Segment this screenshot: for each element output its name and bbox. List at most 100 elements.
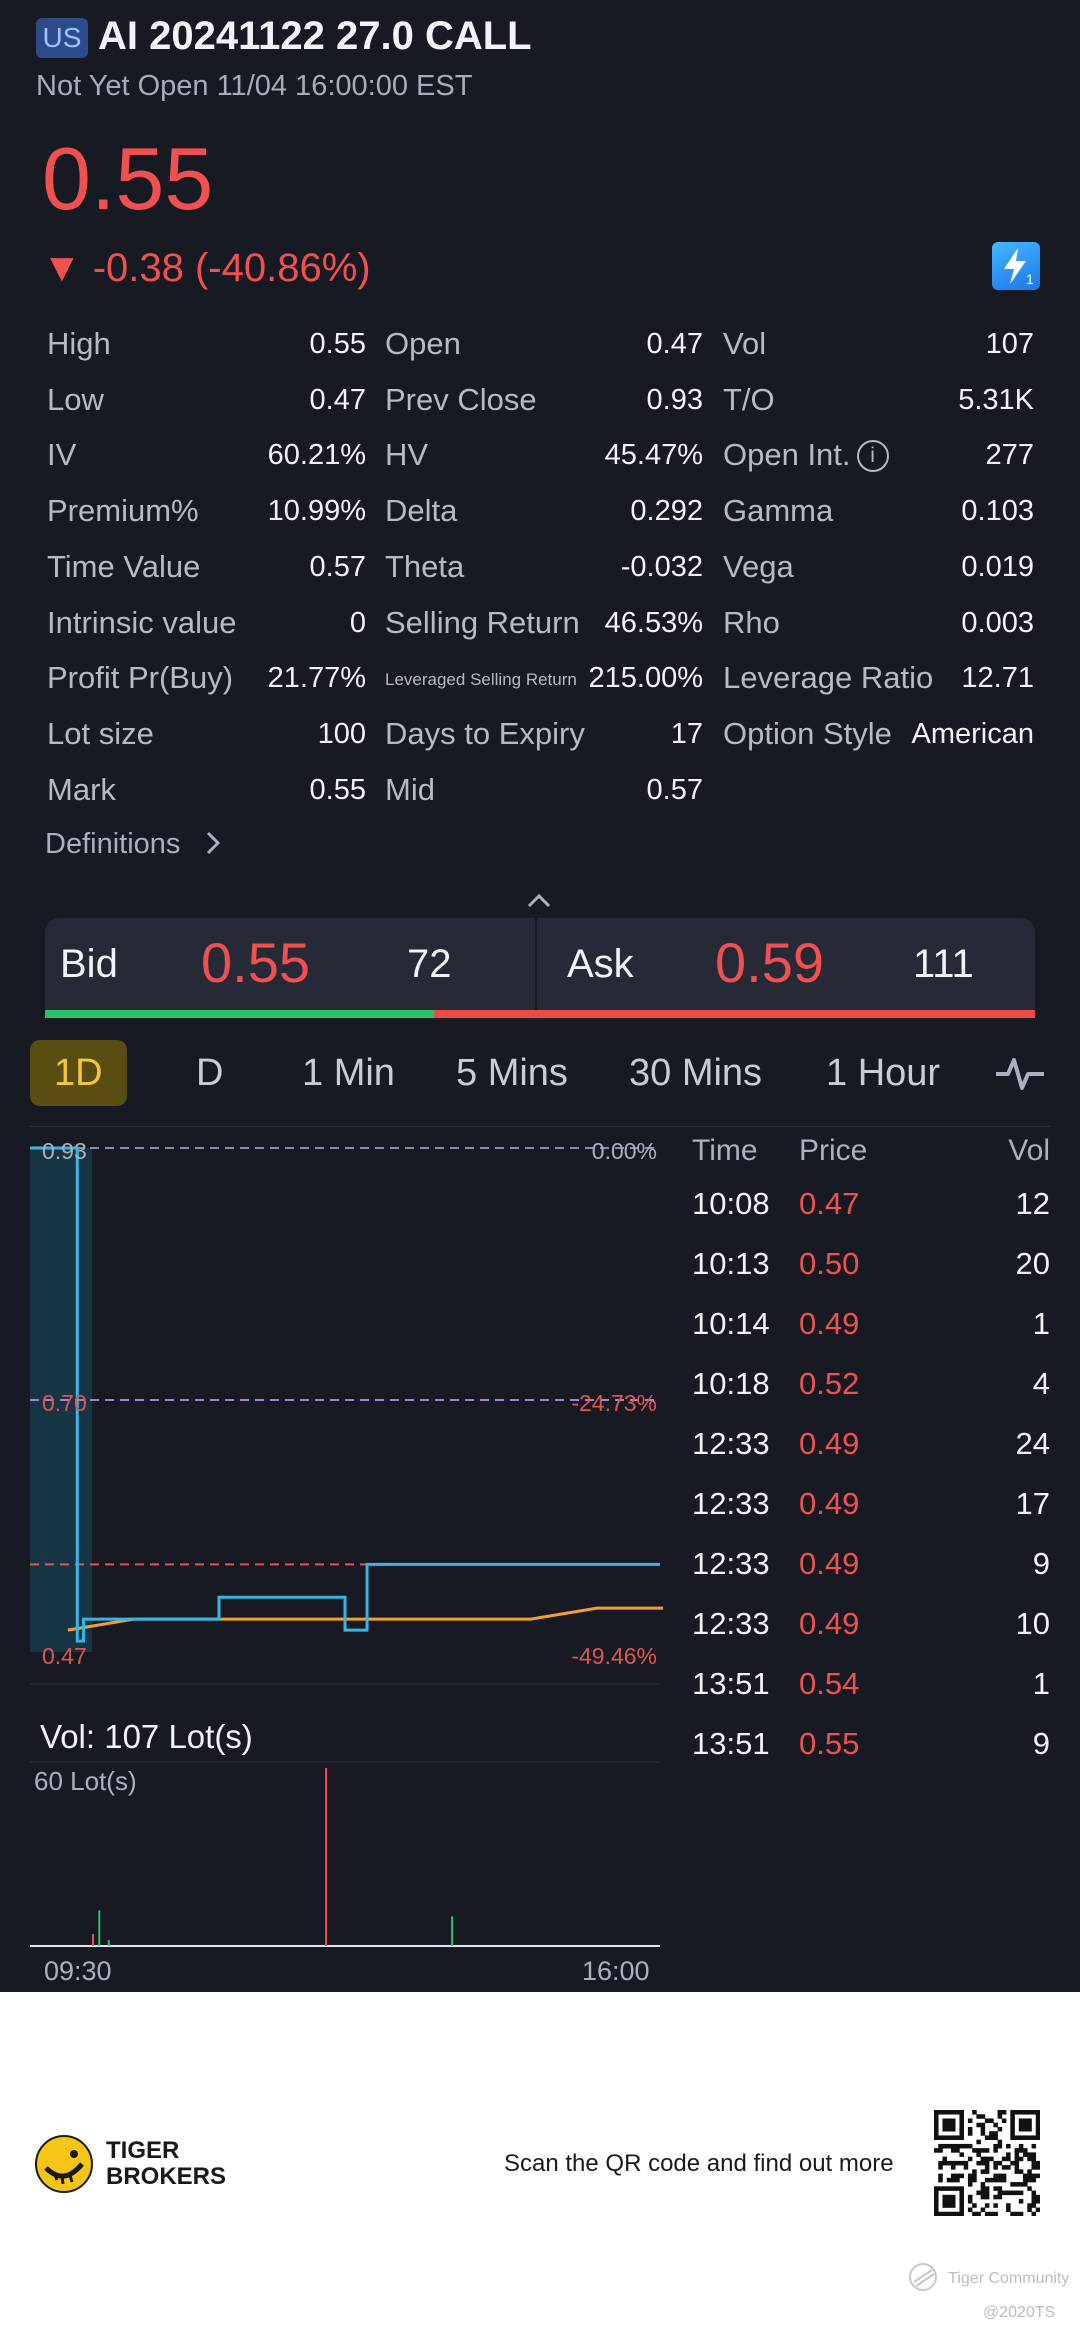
qr-module [1014,2152,1020,2157]
tab-5-mins[interactable]: 5 Mins [456,1052,568,1094]
qr-module [946,2118,952,2124]
qr-module [959,2199,964,2204]
qr-module [997,2139,1003,2145]
qr-module [997,2194,1003,2200]
qr-module [980,2156,986,2162]
qr-module [950,2173,956,2179]
intraday-chart[interactable]: 0.93 0.00% 0.70 -24.73% 0.47 -49.46% [0,1128,670,1958]
stat-label-vol: Vol [723,326,767,361]
qr-module [950,2199,956,2204]
contract-title: AI 20241122 27.0 CALL [98,14,532,58]
qr-module [950,2118,956,2124]
bid-price[interactable]: 0.55 [201,931,310,994]
qr-module [1014,2165,1020,2170]
bid-label: Bid [60,942,118,986]
qr-module [1001,2110,1007,2115]
tab-1-hour[interactable]: 1 Hour [826,1052,941,1094]
qr-module [963,2165,969,2170]
qr-code[interactable] [934,2110,1040,2216]
qr-module [1001,2118,1007,2124]
qr-module [1014,2156,1020,2162]
trade-vol: 24 [1015,1426,1050,1461]
qr-module [967,2207,973,2213]
stat-label-high: High [47,326,111,361]
qr-module [980,2122,986,2128]
qr-module [1031,2194,1037,2200]
qr-module [980,2160,986,2166]
qr-module [950,2165,956,2170]
qr-module [967,2194,973,2200]
qr-module [1001,2173,1007,2179]
definitions-link[interactable]: Definitions [45,828,224,861]
qr-module [1018,2135,1024,2140]
ask-price[interactable]: 0.59 [715,931,824,994]
qr-module [1035,2173,1040,2179]
qr-module [980,2169,986,2174]
qr-module [1027,2126,1032,2132]
tab-1-min[interactable]: 1 Min [302,1052,395,1094]
qr-module [1023,2118,1028,2124]
trade-time: 12:33 [692,1606,770,1641]
qr-module [934,2110,939,2115]
qr-module [942,2135,948,2140]
stat-label-lot-size: Lot size [47,715,154,751]
qr-module [942,2194,948,2200]
tab-1d[interactable]: 1D [30,1040,127,1106]
stat-label-gamma: Gamma [723,493,834,529]
qr-module [1010,2190,1015,2196]
qr-module [946,2194,952,2200]
info-icon[interactable]: i [856,440,889,473]
brand-line-1: TIGER [106,2137,180,2164]
trade-price: 0.54 [799,1666,860,1701]
qr-module [942,2143,948,2149]
stat-value-delta: 0.292 [630,495,703,528]
qr-module [934,2194,939,2200]
trade-time: 12:33 [692,1486,770,1521]
qr-module [938,2211,943,2216]
qr-module [959,2207,964,2213]
qr-module [942,2156,948,2162]
qr-module [997,2190,1003,2196]
bid-strength-bar [45,1010,434,1018]
qr-module [1031,2110,1037,2115]
qr-module [967,2177,973,2183]
qr-module [946,2211,952,2216]
qr-module [946,2143,952,2149]
qr-module [946,2186,952,2191]
qr-module [1031,2143,1037,2149]
trade-price: 0.55 [799,1726,860,1761]
qr-module [934,2211,939,2216]
trade-price: 0.50 [799,1246,860,1281]
qr-module [1023,2135,1028,2140]
qr-module [1014,2148,1020,2153]
brand-name: TIGER BROKERS [106,2138,226,2190]
qr-module [934,2131,939,2136]
trade-price: 0.49 [799,1486,860,1521]
qr-module [993,2165,998,2170]
qr-module [976,2211,981,2216]
stat-label-profit-pr-buy: Profit Pr(Buy) [47,660,234,696]
collapse-chevron-icon[interactable] [526,888,552,914]
author-watermark: @2020TS [983,2304,1056,2321]
tab-30-mins[interactable]: 30 Mins [629,1052,763,1094]
qr-module [984,2165,990,2170]
qr-module [984,2148,990,2153]
trades-header-price: Price [799,1134,868,1167]
indicator-icon[interactable] [994,1054,1046,1094]
qr-module [967,2118,973,2124]
trade-vol: 20 [1015,1246,1050,1281]
chart-label-bottom-left: 0.47 [42,1643,87,1669]
tab-d[interactable]: D [196,1052,224,1094]
stat-value-lot-size: 100 [317,717,366,750]
tabs-divider [30,1126,1050,1127]
flash-trade-button[interactable]: 1 [992,242,1040,290]
stat-value-rho: 0.003 [961,606,1034,639]
qr-module [946,2203,952,2208]
qr-module [993,2143,998,2149]
qr-module [1035,2135,1040,2140]
qr-module [934,2118,939,2124]
qr-module [967,2131,973,2136]
qr-module [950,2160,956,2166]
qr-module [984,2177,990,2183]
qr-module [1018,2122,1024,2128]
